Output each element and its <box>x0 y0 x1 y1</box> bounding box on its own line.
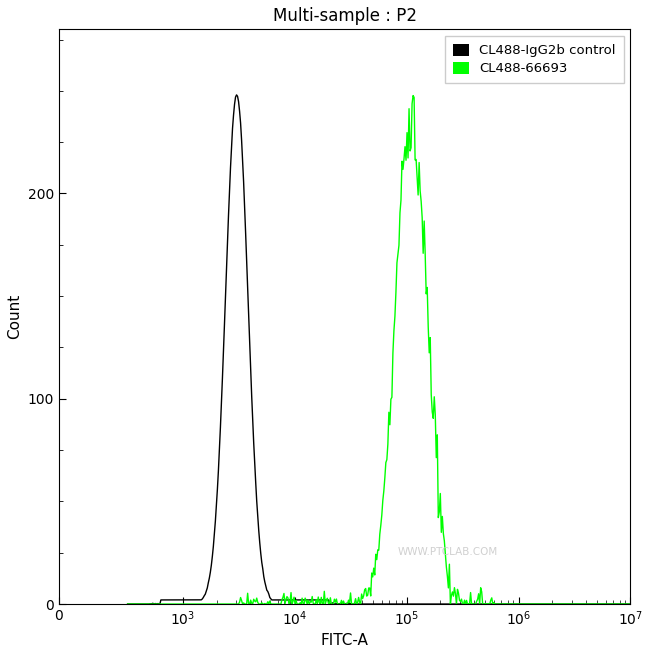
CL488-66693 <box>216 600 224 608</box>
CL488-IgG2b control <box>233 91 240 99</box>
CL488-66693 <box>183 600 191 608</box>
CL488-66693 <box>382 458 390 466</box>
X-axis label: FITC-A: FITC-A <box>320 633 369 648</box>
Legend: CL488-IgG2b control, CL488-66693: CL488-IgG2b control, CL488-66693 <box>445 36 624 83</box>
CL488-66693 <box>124 600 131 608</box>
CL488-66693 <box>280 590 288 597</box>
CL488-IgG2b control <box>216 446 224 454</box>
CL488-IgG2b control <box>281 596 289 604</box>
CL488-66693 <box>410 92 417 100</box>
CL488-66693 <box>626 600 634 608</box>
CL488-66693 <box>567 600 575 608</box>
Text: WWW.PTCLAB.COM: WWW.PTCLAB.COM <box>397 548 498 557</box>
CL488-IgG2b control <box>513 600 521 608</box>
Line: CL488-IgG2b control: CL488-IgG2b control <box>127 95 630 604</box>
CL488-66693 <box>513 600 521 608</box>
CL488-IgG2b control <box>567 600 575 608</box>
CL488-IgG2b control <box>124 600 131 608</box>
Line: CL488-66693: CL488-66693 <box>127 96 630 604</box>
CL488-IgG2b control <box>383 600 391 608</box>
Y-axis label: Count: Count <box>7 294 22 339</box>
CL488-IgG2b control <box>183 596 191 604</box>
Title: Multi-sample : P2: Multi-sample : P2 <box>272 7 417 25</box>
CL488-IgG2b control <box>626 600 634 608</box>
